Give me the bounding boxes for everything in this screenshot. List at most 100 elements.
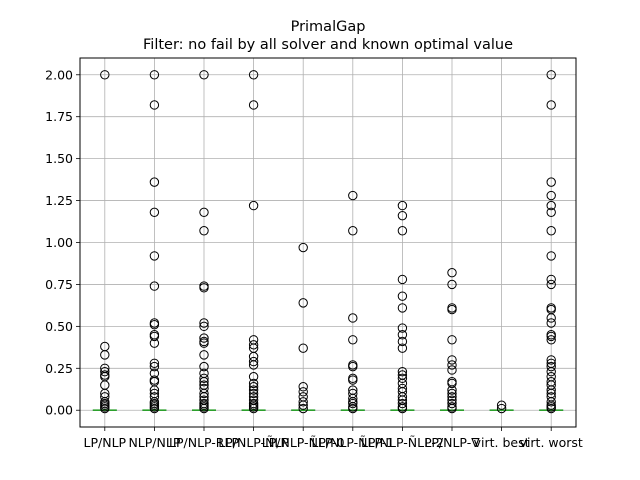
outlier-point: [248, 200, 259, 211]
outlier-point: [397, 336, 408, 347]
outlier-point: [546, 251, 556, 261]
outlier-point: [546, 335, 556, 345]
outlier-point: [149, 319, 160, 330]
outlier-point: [248, 382, 259, 392]
outlier-point: [199, 338, 209, 348]
outlier-point: [496, 400, 507, 410]
outlier-point: [199, 70, 209, 80]
x-tick-label: LP/NLP-ÑLP-1: [311, 435, 394, 450]
outlier-point: [546, 190, 556, 201]
outlier-point: [199, 283, 209, 293]
outlier-point: [199, 333, 209, 343]
y-tick-label: 0.00: [45, 403, 73, 418]
outlier-point: [149, 70, 160, 80]
outlier-point: [199, 321, 209, 332]
outlier-points: [100, 70, 556, 414]
outlier-point: [100, 350, 110, 360]
y-tick-label: 0.75: [45, 277, 73, 292]
outlier-point: [248, 360, 259, 370]
outlier-point: [199, 318, 209, 328]
outlier-point: [348, 398, 358, 409]
outlier-point: [546, 207, 556, 218]
outlier-point: [248, 70, 259, 80]
outlier-point: [199, 388, 209, 399]
outlier-point: [546, 177, 556, 187]
outlier-point: [298, 343, 308, 353]
outlier-point: [397, 330, 408, 340]
outlier-point: [348, 375, 358, 385]
outlier-point: [397, 291, 408, 301]
x-tick-label: LP/NLP: [84, 435, 127, 450]
outlier-point: [199, 350, 209, 360]
outlier-point: [546, 366, 556, 377]
outlier-point: [248, 371, 259, 382]
y-tick-label: 1.00: [45, 235, 73, 250]
y-tick-label: 0.25: [45, 361, 73, 376]
outlier-point: [546, 318, 556, 328]
outlier-point: [199, 377, 209, 387]
outlier-point: [447, 392, 457, 402]
outlier-point: [199, 361, 209, 372]
outlier-point: [298, 403, 308, 414]
y-tick-label: 1.25: [45, 193, 73, 208]
x-axis: LP/NLP NLP/NLPLP/NLP-RLPLP/NLP-ÑLPLP/NLP-…: [84, 427, 583, 450]
outlier-point: [447, 378, 457, 389]
outlier-point: [447, 335, 457, 345]
outlier-point: [248, 388, 259, 399]
x-tick-label: LP/NLP-ÑLP: [218, 435, 289, 450]
outlier-point: [149, 251, 160, 261]
outlier-point: [248, 385, 259, 395]
outlier-point: [149, 361, 160, 372]
y-tick-label: 0.50: [45, 319, 73, 334]
outlier-point: [397, 226, 408, 236]
outlier-point: [447, 360, 457, 370]
outlier-point: [100, 403, 110, 414]
outlier-point: [248, 378, 259, 389]
outlier-point: [546, 397, 556, 407]
outlier-point: [546, 200, 556, 211]
outlier-point: [248, 340, 259, 350]
outlier-point: [100, 366, 110, 377]
outlier-point: [149, 358, 160, 368]
outlier-point: [546, 274, 556, 285]
outlier-point: [397, 403, 408, 414]
outlier-point: [397, 210, 408, 221]
outlier-point: [546, 331, 556, 342]
outlier-point: [298, 387, 308, 397]
x-tick-label: LP/NLP-ÑLP-2: [361, 435, 444, 450]
outlier-point: [397, 343, 408, 353]
outlier-point: [348, 226, 358, 236]
outlier-point: [447, 388, 457, 399]
outlier-point: [546, 361, 556, 372]
outlier-point: [397, 398, 408, 409]
y-tick-label: 1.50: [45, 151, 73, 166]
outlier-point: [248, 356, 259, 367]
outlier-point: [447, 304, 457, 315]
chart-title: PrimalGap: [291, 19, 366, 35]
outlier-point: [149, 100, 160, 110]
outlier-point: [199, 226, 209, 236]
y-tick-label: 1.75: [45, 109, 73, 124]
outlier-point: [348, 190, 358, 201]
outlier-point: [447, 398, 457, 409]
outlier-point: [149, 281, 160, 291]
outlier-point: [546, 70, 556, 80]
x-tick-label: LP/NLP-∇: [424, 435, 480, 450]
outlier-point: [397, 392, 408, 402]
outlier-point: [447, 403, 457, 414]
x-tick-label: LP/NLP-RLP: [169, 435, 239, 450]
outlier-point: [149, 338, 160, 348]
outlier-point: [298, 242, 308, 253]
outlier-point: [546, 226, 556, 236]
chart-subtitle: Filter: no fail by all solver and known …: [143, 37, 513, 53]
outlier-point: [397, 323, 408, 333]
outlier-point: [447, 365, 457, 375]
outlier-point: [298, 397, 308, 407]
outlier-point: [149, 385, 160, 395]
y-tick-label: 2.00: [45, 67, 73, 82]
grid-lines: [80, 58, 576, 427]
outlier-point: [100, 70, 110, 80]
x-tick-label: LP/NLP-ÑLP-0: [262, 435, 345, 450]
outlier-point: [298, 298, 308, 308]
